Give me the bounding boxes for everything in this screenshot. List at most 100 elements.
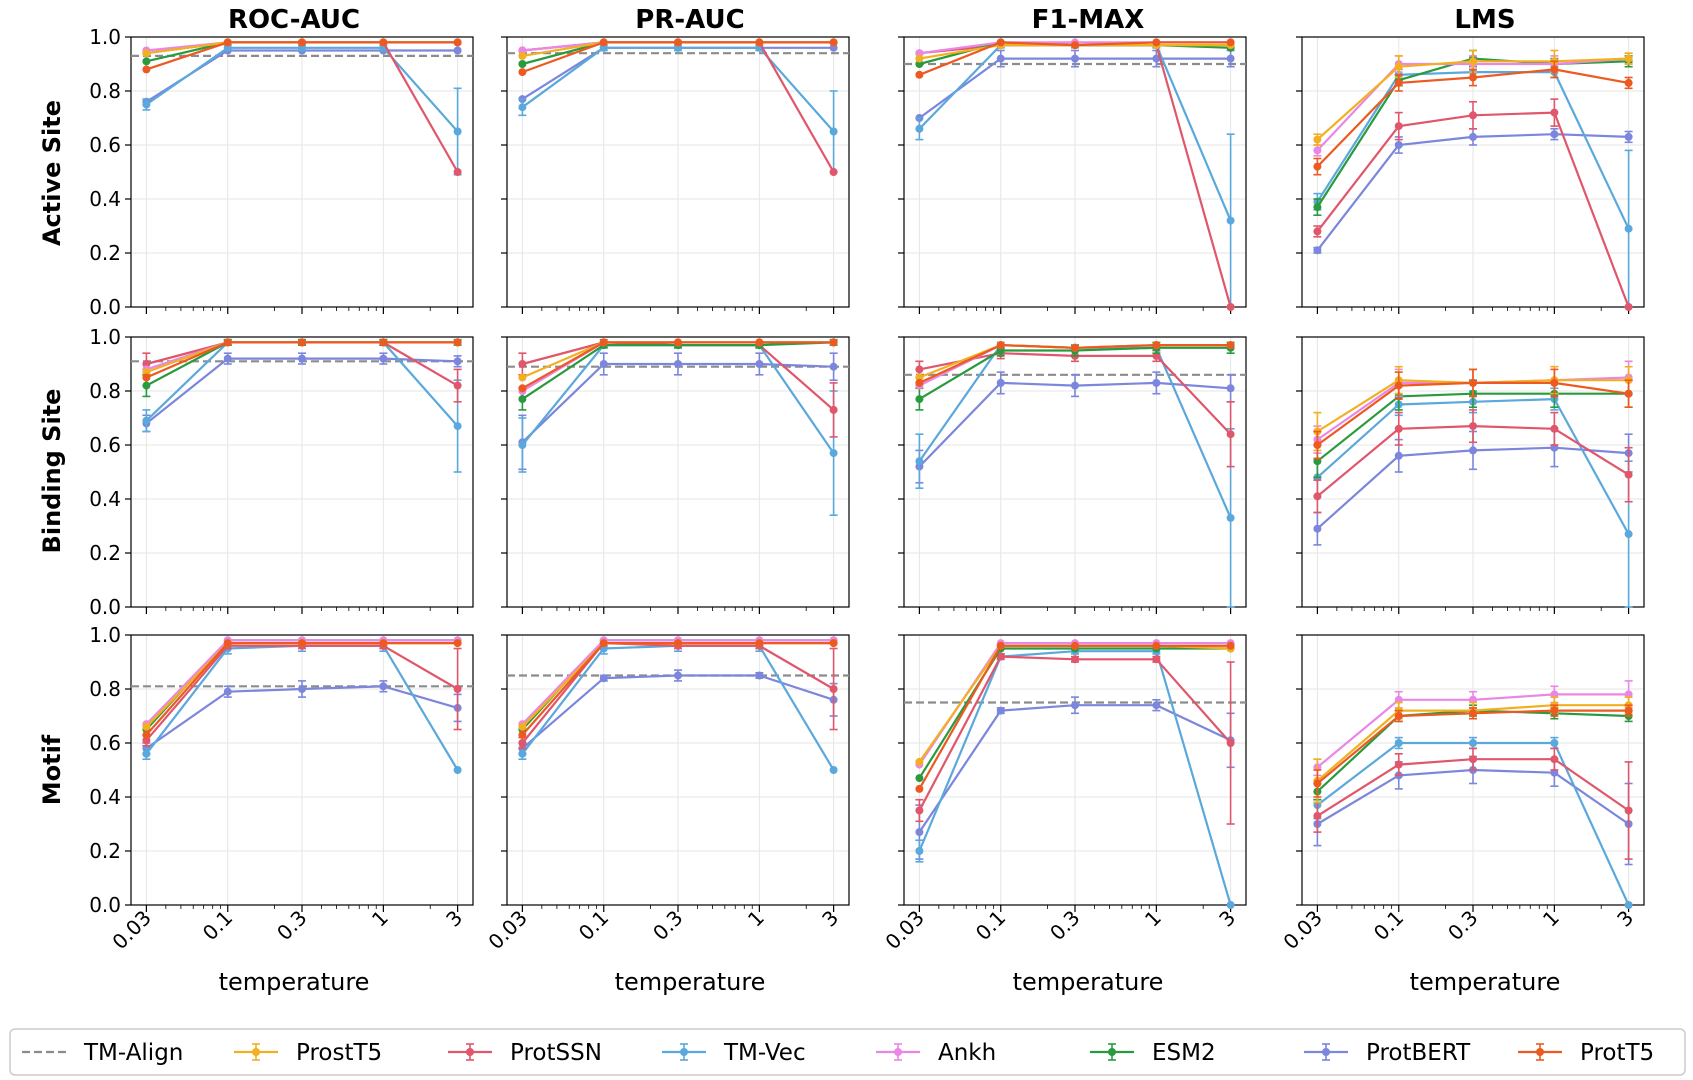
data-point bbox=[142, 722, 151, 731]
legend-label: TM-Align bbox=[83, 1040, 183, 1066]
data-point bbox=[915, 365, 924, 374]
data-point bbox=[142, 49, 151, 58]
data-point bbox=[1394, 62, 1403, 71]
column-title: F1-MAX bbox=[1032, 5, 1145, 35]
legend-items: TM-Align ProstT5 ProtSSN TM-Vec Ankh ESM2 Prot… bbox=[22, 1040, 1654, 1066]
data-point bbox=[1226, 216, 1235, 225]
data-point bbox=[223, 338, 232, 347]
data-point bbox=[1152, 38, 1161, 47]
data-point bbox=[1624, 806, 1633, 815]
data-point bbox=[599, 360, 608, 368]
data-point bbox=[996, 378, 1005, 387]
x-tick-label: 1 bbox=[743, 906, 769, 932]
legend-item: TM-Align bbox=[22, 1040, 183, 1066]
y-tick-label: 0.6 bbox=[89, 433, 121, 457]
data-point bbox=[915, 806, 924, 815]
data-point bbox=[755, 360, 764, 368]
panel bbox=[1296, 36, 1645, 314]
data-point bbox=[674, 360, 682, 368]
y-tick-label: 0.0 bbox=[89, 893, 121, 917]
data-point bbox=[518, 51, 527, 60]
column-title: LMS bbox=[1454, 5, 1515, 35]
data-point bbox=[1071, 701, 1079, 710]
series-protssn bbox=[1313, 98, 1633, 311]
data-point bbox=[453, 422, 462, 431]
data-point bbox=[1313, 779, 1322, 788]
data-point bbox=[1226, 430, 1235, 439]
data-point bbox=[1226, 641, 1235, 650]
legend-label: ProtSSN bbox=[510, 1040, 602, 1066]
data-point bbox=[453, 381, 462, 390]
data-point bbox=[829, 38, 838, 47]
data-point bbox=[518, 441, 527, 449]
data-point bbox=[1624, 54, 1633, 63]
data-point bbox=[1071, 54, 1079, 63]
series-prott5 bbox=[915, 641, 1235, 793]
data-point bbox=[518, 730, 527, 739]
data-point bbox=[674, 671, 682, 680]
data-point bbox=[915, 54, 924, 63]
data-point bbox=[599, 338, 608, 347]
data-point bbox=[1313, 811, 1322, 820]
data-point bbox=[453, 338, 462, 347]
legend-label: ProtBERT bbox=[1366, 1040, 1471, 1066]
column-title: PR-AUC bbox=[635, 5, 744, 35]
panel bbox=[501, 36, 850, 314]
data-point bbox=[1550, 65, 1559, 74]
data-point bbox=[379, 38, 388, 47]
series-prott5 bbox=[518, 38, 838, 77]
data-point bbox=[915, 457, 924, 466]
data-point bbox=[1313, 492, 1322, 501]
data-point bbox=[298, 338, 306, 347]
data-point bbox=[1071, 343, 1079, 352]
series-protssn bbox=[1313, 747, 1633, 860]
data-point bbox=[379, 354, 388, 363]
legend-swatch-marker bbox=[1536, 1048, 1544, 1056]
data-point bbox=[518, 68, 527, 77]
data-point bbox=[142, 65, 151, 74]
data-point bbox=[1550, 108, 1559, 117]
x-tick-label: 1 bbox=[1140, 906, 1166, 932]
data-point bbox=[1469, 132, 1477, 141]
data-point bbox=[915, 378, 924, 387]
data-point bbox=[829, 766, 838, 774]
data-point bbox=[1624, 132, 1633, 141]
y-tick-label: 0.8 bbox=[89, 79, 121, 103]
y-tick-label: 0.2 bbox=[89, 241, 121, 265]
data-point bbox=[518, 722, 527, 731]
data-point bbox=[453, 38, 462, 47]
data-point bbox=[518, 739, 527, 747]
row-titles: Active Site Binding Site Motif bbox=[38, 100, 66, 805]
data-point bbox=[518, 384, 527, 393]
data-point bbox=[1624, 470, 1633, 479]
series-prott5 bbox=[142, 639, 462, 739]
y-tick-label: 0.8 bbox=[89, 379, 121, 403]
series-prott5 bbox=[142, 338, 462, 382]
data-point bbox=[142, 381, 151, 390]
data-point bbox=[674, 38, 682, 47]
data-point bbox=[142, 57, 151, 66]
data-point bbox=[1152, 655, 1161, 664]
column-title: ROC-AUC bbox=[228, 5, 360, 35]
data-point bbox=[1550, 424, 1559, 433]
panels: 0.00.20.40.60.81.00.00.20.40.60.81.00.00… bbox=[89, 25, 1645, 954]
data-point bbox=[518, 749, 527, 758]
series-prott5 bbox=[1313, 60, 1633, 176]
series-prott5 bbox=[1313, 368, 1633, 460]
x-tick-label: 3 bbox=[1612, 906, 1638, 932]
legend-label: ESM2 bbox=[1152, 1040, 1216, 1066]
legend-label: ProstT5 bbox=[296, 1040, 382, 1066]
x-tick-label: 0.1 bbox=[1369, 906, 1408, 945]
data-point bbox=[829, 405, 838, 414]
data-point bbox=[453, 766, 462, 774]
data-point bbox=[298, 38, 306, 47]
data-point bbox=[996, 706, 1005, 715]
data-point bbox=[1313, 203, 1322, 212]
legend-frame bbox=[9, 1028, 1686, 1076]
data-point bbox=[142, 373, 151, 382]
panel: 0.0 0.2 0.4 0.6 0.8 1.0 bbox=[89, 25, 474, 319]
data-point bbox=[1550, 378, 1559, 387]
x-tick-label: 0.3 bbox=[1443, 906, 1482, 945]
data-point bbox=[1152, 378, 1161, 387]
panel bbox=[501, 336, 850, 614]
